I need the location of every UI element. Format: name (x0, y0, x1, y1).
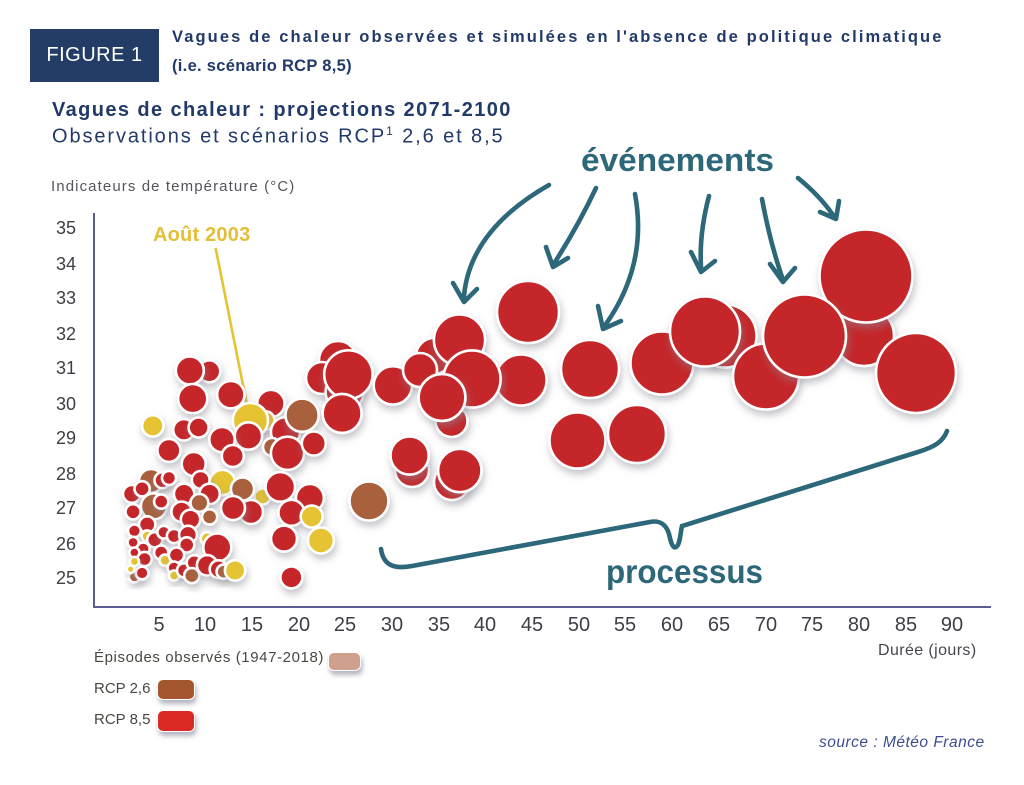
svg-text:processus: processus (606, 553, 763, 590)
svg-text:événements: événements (581, 142, 774, 178)
